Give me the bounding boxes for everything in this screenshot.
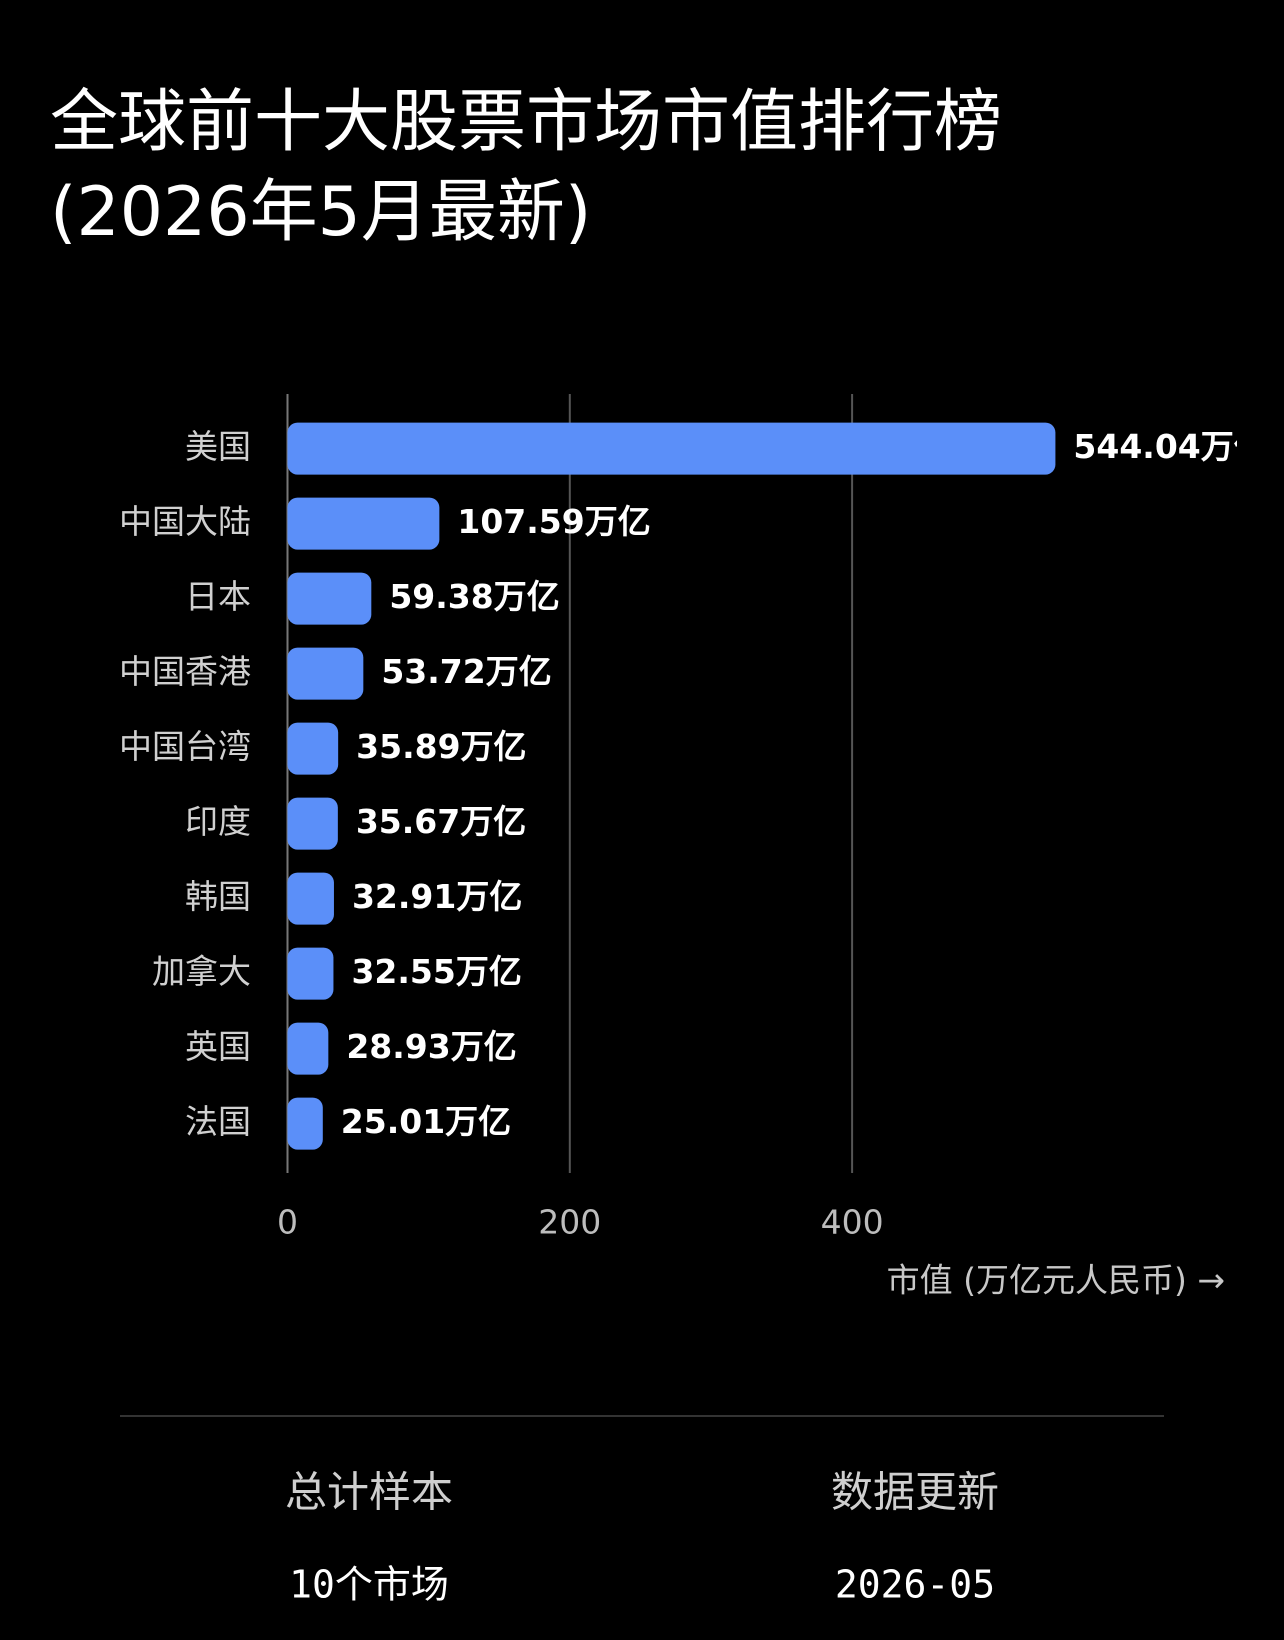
bar xyxy=(287,572,372,625)
value-label: 32.55万亿 xyxy=(351,952,521,991)
y-tick-label: 中国台湾 xyxy=(119,727,251,766)
value-label: 53.72万亿 xyxy=(381,652,551,691)
y-tick-label: 中国大陆 xyxy=(119,502,251,541)
bar xyxy=(287,797,338,850)
chart-title: 全球前十大股票市场市值排行榜 (2026年5月最新) xyxy=(50,83,1003,252)
summary-value: 2026-05 xyxy=(835,1563,995,1607)
value-label: 35.89万亿 xyxy=(356,727,526,766)
y-tick-label: 法国 xyxy=(185,1102,251,1141)
y-tick-label: 中国香港 xyxy=(119,652,251,691)
bar xyxy=(287,422,1056,475)
value-label: 25.01万亿 xyxy=(341,1102,511,1141)
x-tick-label: 200 xyxy=(538,1203,601,1242)
value-label: 35.67万亿 xyxy=(356,802,526,841)
bar xyxy=(287,872,334,925)
y-tick-label: 美国 xyxy=(185,427,251,466)
value-label: 544.04万亿 xyxy=(1073,427,1266,466)
value-label: 59.38万亿 xyxy=(389,577,559,616)
y-tick-label: 加拿大 xyxy=(152,952,251,991)
summary-label: 数据更新 xyxy=(831,1468,999,1517)
summary-label: 总计样本 xyxy=(285,1468,453,1517)
x-tick-label: 400 xyxy=(821,1203,884,1242)
bar xyxy=(287,722,339,775)
y-tick-label: 印度 xyxy=(185,802,251,841)
bar xyxy=(287,647,364,700)
value-label: 32.91万亿 xyxy=(352,877,522,916)
bar xyxy=(287,1097,323,1150)
plot: 544.04万亿 107.59万亿 59.38万亿 53.72万亿 35.89万亿 35.… xyxy=(286,394,1266,1173)
y-tick-label: 英国 xyxy=(185,1027,251,1066)
value-label: 28.93万亿 xyxy=(346,1027,516,1066)
y-tick-label: 日本 xyxy=(185,577,251,616)
value-label: 107.59万亿 xyxy=(457,502,650,541)
summary-value: 10个市场 xyxy=(289,1563,449,1607)
bar xyxy=(287,497,440,550)
x-tick-label: 0 xyxy=(277,1203,298,1242)
bar xyxy=(287,1022,329,1075)
y-tick-label: 韩国 xyxy=(185,877,251,916)
x-axis-label: 市值 (万亿元人民币) → xyxy=(887,1261,1225,1300)
bar xyxy=(287,947,334,1000)
